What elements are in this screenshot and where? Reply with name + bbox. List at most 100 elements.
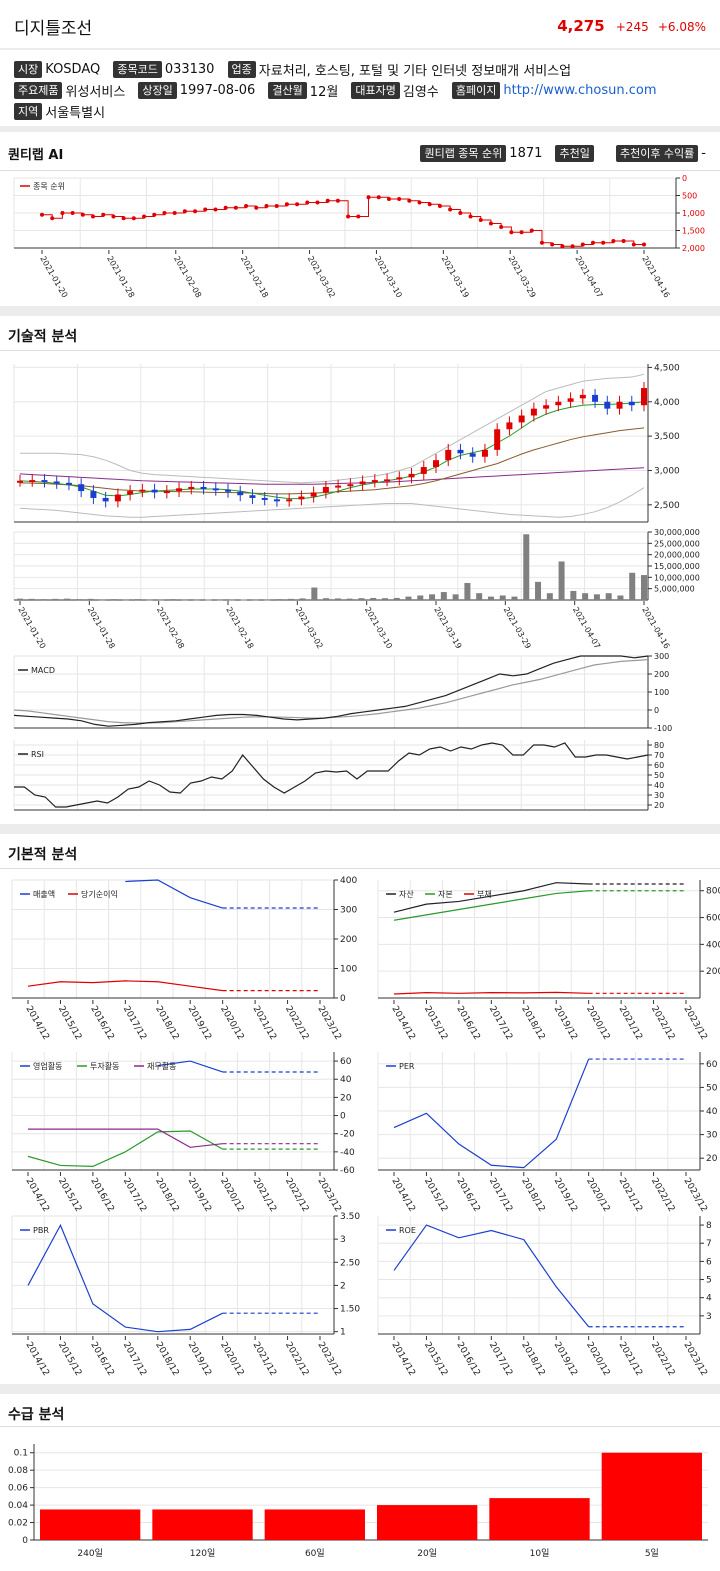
y-tick-label: 40 [654,781,664,790]
y-tick-label: 5 [706,1276,712,1286]
volume-bar [217,599,224,601]
rank-point [40,212,44,217]
technical-title: 기술적 분석 [8,329,78,345]
volume-bar [252,599,259,601]
rank-point [111,214,116,219]
quant-panel: 퀀티랩 AI 퀀티랩 종목 순위 1871 추천일 추천이후 수익률 - 0 500 1… [0,132,720,306]
quant-title: 퀀티랩 AI [8,148,64,163]
y-tick-label: 50 [706,1083,718,1093]
candle-body [322,486,329,493]
candle-body [261,497,268,500]
y-tick-label: 4,000 [654,398,680,408]
x-tick-label: 2023/12 [681,1341,708,1378]
homepage-link[interactable]: http://www.chosun.com [503,83,657,98]
candle-body [188,486,195,489]
y-tick-label: -60 [340,1166,355,1176]
x-tick-label: 2014/12 [389,1177,416,1214]
y-tick-label: 600 [706,914,720,924]
volume-bar [158,599,165,601]
y-tick-label: 4,500 [654,363,680,373]
candle-body [457,449,464,454]
y-tick-label: 20 [706,1154,718,1164]
x-tick-label: 2022/12 [649,1177,676,1214]
x-tick-label: 2019/12 [552,1177,579,1214]
rank-point [550,242,555,247]
x-tick-label: 2020/12 [218,1341,245,1378]
y-tick-label: 2 [340,1281,346,1291]
y-tick-label: 200 [340,935,357,945]
y-tick-label: 0.08 [8,1466,28,1476]
macd-frame: -100 0 100 200 300 [13,652,672,733]
assets-frame: 200 400 600 800 [377,880,720,999]
y-tick-label: 60 [340,1057,352,1067]
rank-series-line [42,196,644,247]
y-tick-label: 1.50 [340,1305,360,1315]
x-tick-label: 2014/12 [23,1177,50,1214]
rank-point [172,211,177,215]
rank-point [590,240,595,245]
candle-body [249,495,256,498]
market-value: KOSDAQ [45,62,101,77]
supply-bar [40,1509,141,1540]
rank-point [580,242,585,247]
volume-bar [64,598,71,600]
y-tick-label: 1,500 [682,227,705,236]
supply-category-label: 10일 [530,1548,550,1559]
x-tick-label: 2018/12 [519,1177,546,1214]
x-tick-label: 2014/12 [389,1341,416,1378]
y-tick-label: 0.02 [8,1519,28,1529]
x-tick-label: 2021-03-29 [506,255,537,300]
candle-body [616,401,623,409]
code-value: 033130 [164,62,215,77]
volume-bar [146,599,153,601]
price-block: 4,275 +245 +6.08% [557,16,706,35]
candle-body [127,491,134,495]
y-tick-label: 5,000,000 [654,585,695,594]
y-tick-label: 0 [682,174,687,183]
candle-body [518,415,525,423]
sales-frame: 0 100 200 300 400 [11,876,357,1004]
candle-body [200,486,207,489]
y-tick-label: 30 [706,1131,718,1141]
x-tick-label: 2021-02-08 [155,606,186,651]
y-tick-label: 0 [340,994,346,1004]
rank-point [376,195,381,200]
volume-bar [523,534,530,600]
rec-date-label: 추천일 [555,145,594,162]
rank-point [244,204,249,208]
x-tick-label: 2021/12 [617,1177,644,1214]
x-tick-label: 2021/12 [251,1341,278,1378]
supply-category-label: 20일 [417,1548,437,1559]
x-tick-label: 2018/12 [519,1341,546,1378]
y-tick-label: 1 [340,1328,346,1338]
supply-title: 수급 분석 [8,1407,65,1423]
ma5-line [19,401,645,500]
legend: 영업활동 투자활동 재무활동 [20,1061,176,1071]
volume-bar [605,593,612,600]
volume-bar [535,581,542,600]
x-tick-label: 2021-04-16 [640,606,671,651]
y-tick-label: 500 [682,192,697,201]
x-tick-label: 2021/12 [617,1341,644,1378]
volume-bar [381,598,388,600]
bollinger-lower [19,487,645,518]
volume-bar [617,595,624,600]
legend-label: RSI [31,750,44,759]
volume-bar [346,598,353,600]
rank-value: 1871 [509,146,543,161]
volume-bar [181,599,188,601]
rank-point [60,211,65,215]
rank-point [193,209,198,214]
x-tick-label: 2016/12 [454,1005,481,1042]
volume-bar [122,599,129,601]
x-tick-label: 2015/12 [56,1005,83,1042]
volume-bar [75,599,82,601]
technical-panel: 기술적 분석 2,500 3,000 3,500 4,000 4,500 5,000,00… [0,316,720,824]
x-tick-label: 2021-04-07 [573,255,604,300]
candle-body [286,499,293,502]
x-tick-label: 2021-02-08 [172,255,203,300]
candle-body [555,401,562,406]
pbr-series-line [27,1223,223,1333]
x-tick-label: 2022/12 [649,1341,676,1378]
